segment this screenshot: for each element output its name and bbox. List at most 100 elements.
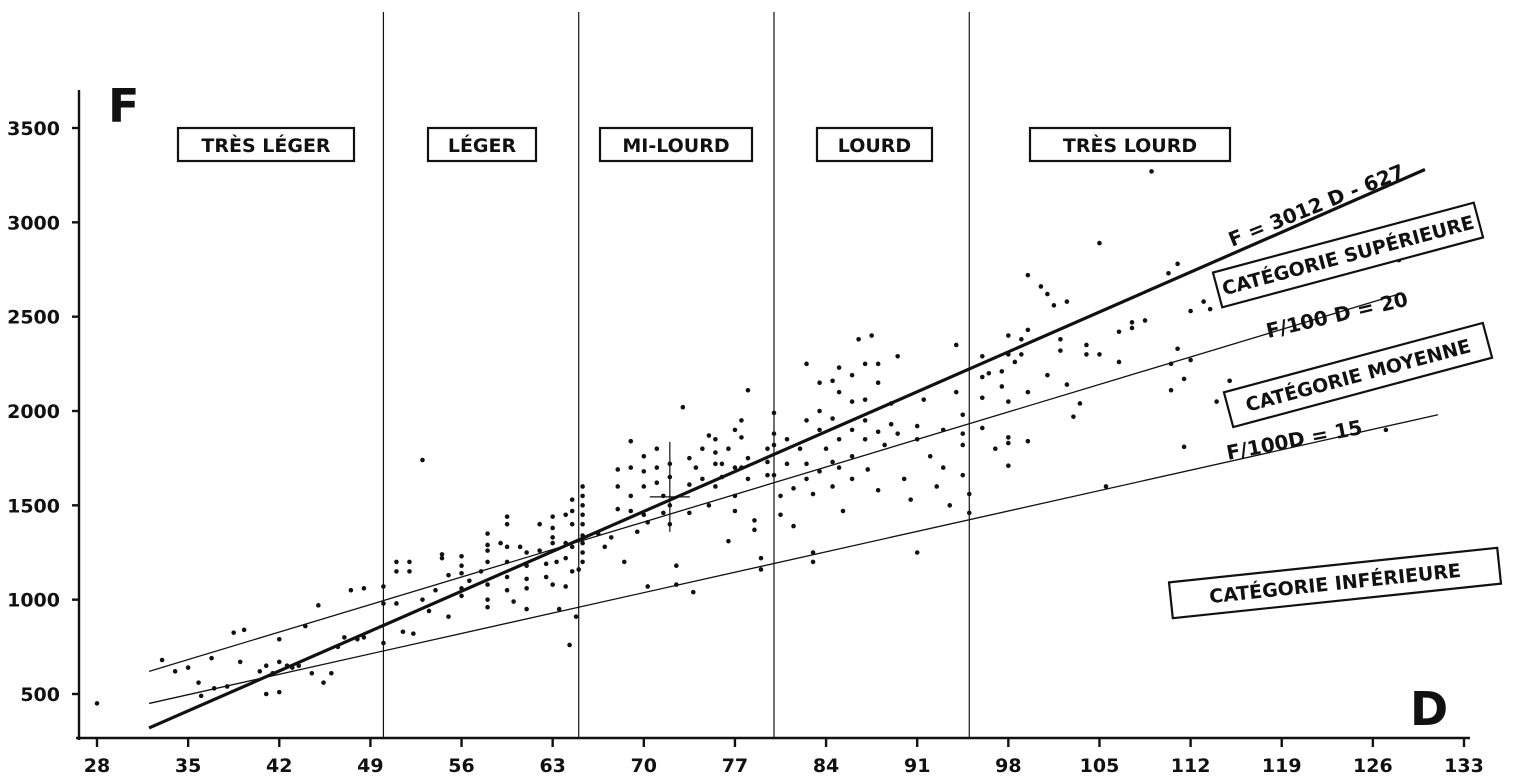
data-point xyxy=(420,597,425,602)
data-point xyxy=(654,446,660,452)
data-point xyxy=(1168,361,1174,367)
data-point xyxy=(1383,427,1389,433)
data-point xyxy=(411,631,416,636)
data-point xyxy=(537,548,542,553)
data-point xyxy=(1166,270,1171,276)
data-point xyxy=(927,453,933,459)
data-point xyxy=(804,361,809,367)
data-point xyxy=(979,425,985,431)
data-point xyxy=(810,550,816,555)
data-point xyxy=(1006,440,1011,446)
data-point xyxy=(569,569,575,574)
data-point xyxy=(504,514,510,519)
data-point xyxy=(862,397,868,402)
data-point xyxy=(914,550,920,555)
weight-class-frame xyxy=(176,126,356,163)
data-point xyxy=(1064,382,1070,387)
data-point xyxy=(580,484,585,489)
data-point xyxy=(478,569,484,574)
data-point xyxy=(706,433,712,438)
data-point xyxy=(771,472,777,478)
data-point xyxy=(263,691,269,697)
data-point xyxy=(567,642,572,648)
data-point xyxy=(257,669,263,674)
data-point xyxy=(966,491,972,497)
data-point xyxy=(1006,435,1011,440)
data-point xyxy=(1116,329,1122,335)
data-point xyxy=(771,431,777,436)
data-point xyxy=(836,465,842,470)
data-point xyxy=(641,469,647,474)
data-point xyxy=(674,563,679,569)
data-point xyxy=(400,629,406,635)
data-point xyxy=(765,446,770,452)
regression-line-group xyxy=(148,168,1426,730)
data-point xyxy=(426,608,432,614)
data-point xyxy=(1129,325,1135,331)
data-point xyxy=(563,555,568,561)
data-point xyxy=(739,418,744,423)
data-point xyxy=(1019,337,1024,342)
data-point xyxy=(1025,327,1031,333)
data-point xyxy=(537,521,542,527)
data-point xyxy=(172,669,178,674)
weight-class-box: MI-LOURD xyxy=(598,126,754,163)
data-point xyxy=(836,365,842,370)
data-point xyxy=(940,427,946,433)
data-point xyxy=(348,587,354,593)
x-axis-title: D xyxy=(1410,682,1448,736)
weight-class-label: MI-LOURD xyxy=(622,135,729,157)
data-point xyxy=(680,404,686,410)
data-point xyxy=(953,389,959,395)
data-point xyxy=(804,461,809,467)
data-point xyxy=(1025,438,1031,444)
data-point xyxy=(580,493,585,499)
weight-class-box: LOURD xyxy=(815,126,934,163)
data-point xyxy=(765,459,770,465)
data-point xyxy=(888,421,894,427)
data-point xyxy=(914,437,920,442)
data-point xyxy=(1116,359,1122,365)
data-point xyxy=(804,476,809,482)
data-point xyxy=(817,380,822,386)
data-point xyxy=(485,582,490,587)
data-point xyxy=(758,567,764,572)
data-point xyxy=(1019,352,1024,357)
data-point xyxy=(654,465,660,470)
data-point xyxy=(554,559,559,565)
data-point xyxy=(713,484,718,489)
data-point xyxy=(693,465,699,470)
data-point xyxy=(231,630,236,635)
data-point xyxy=(498,540,503,546)
data-point xyxy=(784,461,790,467)
data-point xyxy=(394,601,399,606)
data-point xyxy=(511,599,516,604)
regression-line xyxy=(148,168,1426,730)
data-point xyxy=(524,586,529,591)
x-tick-label: 126 xyxy=(1353,755,1393,777)
data-point xyxy=(407,569,412,574)
data-point xyxy=(719,461,725,467)
data-point xyxy=(908,497,913,502)
weight-class-label: LÉGER xyxy=(448,134,517,157)
data-point xyxy=(849,399,855,404)
data-point xyxy=(224,684,230,689)
data-point xyxy=(211,686,217,691)
data-point xyxy=(276,636,282,642)
data-point xyxy=(394,569,399,574)
data-point xyxy=(784,437,790,442)
data-point xyxy=(485,597,490,602)
data-point xyxy=(485,559,490,565)
data-point xyxy=(524,606,529,612)
data-point xyxy=(1188,308,1193,314)
data-point xyxy=(986,370,992,376)
data-point xyxy=(569,497,575,502)
data-point xyxy=(517,544,523,550)
data-point xyxy=(556,606,562,612)
data-point xyxy=(1045,291,1050,297)
category-boxes: TRÈS LÉGER LÉGER MI-LOURD LOURD TRÈS LOURD CA… xyxy=(176,126,1503,620)
data-point xyxy=(1227,378,1232,384)
y-ticks: 500 1000 1500 2000 2500 3000 3500 xyxy=(7,118,80,706)
data-point xyxy=(196,680,201,685)
